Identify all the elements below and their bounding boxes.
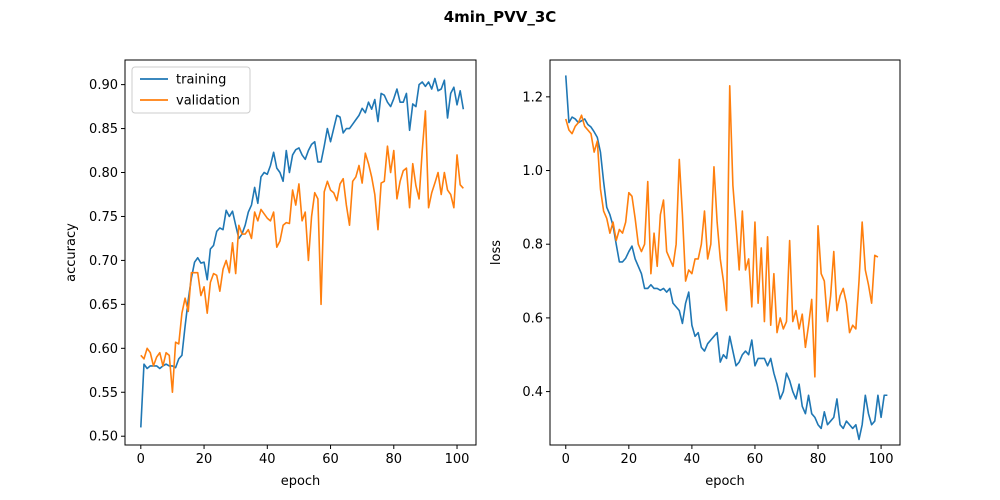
figure-title: 4min_PVV_3C (444, 8, 557, 26)
accuracy-training-line (140, 77, 465, 428)
accuracy-x-tick-label: 100 (445, 452, 470, 467)
accuracy-y-tick-label: 0.60 (89, 342, 118, 357)
accuracy-legend: training validation (131, 66, 251, 114)
accuracy-y-tick-label: 0.55 (89, 386, 118, 401)
legend-label-training: training (176, 73, 226, 88)
accuracy-x-tick-label: 40 (259, 452, 276, 467)
accuracy-plot-frame (124, 59, 477, 446)
accuracy-y-tick-label: 0.65 (89, 298, 118, 313)
accuracy-y-tick-label: 0.50 (89, 430, 118, 445)
loss-x-tick-label: 80 (810, 452, 827, 467)
accuracy-y-tick-label: 0.85 (89, 122, 118, 137)
accuracy-x-axis-title: epoch (281, 474, 321, 489)
accuracy-validation-line (140, 110, 464, 394)
loss-y-tick-label: 0.4 (522, 385, 543, 400)
accuracy-x-tick-label: 20 (196, 452, 213, 467)
accuracy-chart: 0 20 40 60 80 100 0.50 0.55 0.60 0.65 0.70 0.75 0.80… (64, 59, 477, 489)
loss-y-tick-label: 0.6 (522, 311, 543, 326)
loss-x-axis-title: epoch (705, 474, 745, 489)
loss-plot-frame (549, 59, 901, 446)
loss-x-tick-label: 40 (684, 452, 701, 467)
loss-validation-line (565, 84, 879, 378)
loss-training-line (564, 75, 888, 441)
accuracy-x-tick-label: 80 (386, 452, 403, 467)
loss-y-axis-title: loss (489, 240, 504, 265)
loss-chart: 0 20 40 60 80 100 0.4 0.6 0.8 1.0 1.2 epoch loss (489, 59, 901, 489)
accuracy-y-tick-label: 0.70 (89, 254, 118, 269)
loss-x-tick-label: 60 (747, 452, 764, 467)
loss-y-tick-label: 1.0 (522, 164, 543, 179)
accuracy-y-tick-label: 0.75 (89, 210, 118, 225)
accuracy-y-tick-label: 0.80 (89, 166, 118, 181)
loss-x-tick-label: 100 (869, 452, 894, 467)
loss-x-tick-label: 20 (621, 452, 638, 467)
loss-x-tick-label: 0 (562, 452, 570, 467)
accuracy-y-axis-title: accuracy (64, 223, 79, 282)
legend-label-validation: validation (176, 94, 240, 109)
loss-y-tick-label: 1.2 (522, 90, 543, 105)
accuracy-x-tick-label: 0 (137, 452, 145, 467)
accuracy-y-tick-label: 0.90 (89, 78, 118, 93)
loss-y-tick-label: 0.8 (522, 238, 543, 253)
accuracy-x-tick-label: 60 (322, 452, 339, 467)
